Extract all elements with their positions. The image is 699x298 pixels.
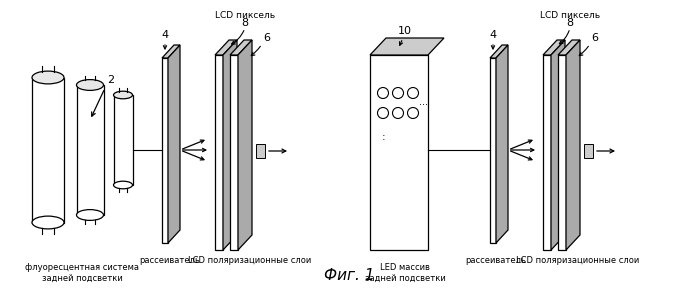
Polygon shape (113, 95, 133, 185)
Ellipse shape (32, 71, 64, 84)
Text: рассеиватель: рассеиватель (140, 256, 201, 265)
Text: рассеиватель: рассеиватель (466, 256, 526, 265)
Ellipse shape (113, 91, 133, 99)
Text: Фиг. 1: Фиг. 1 (324, 268, 374, 283)
Polygon shape (162, 58, 168, 243)
Polygon shape (223, 40, 237, 250)
Bar (256, 144, 265, 158)
Polygon shape (215, 55, 223, 250)
Polygon shape (370, 38, 444, 55)
Text: LED массив
задней подсветки: LED массив задней подсветки (365, 263, 445, 283)
Polygon shape (490, 58, 496, 243)
Text: 6: 6 (263, 33, 270, 43)
Text: 8: 8 (566, 18, 574, 28)
Polygon shape (238, 40, 252, 250)
Text: LCD пиксель: LCD пиксель (540, 11, 600, 20)
Polygon shape (230, 55, 238, 250)
Polygon shape (543, 40, 565, 55)
Text: LCD поляризационные слои: LCD поляризационные слои (517, 256, 640, 265)
Ellipse shape (32, 216, 64, 229)
Polygon shape (370, 55, 428, 250)
Polygon shape (543, 55, 551, 250)
Text: 6: 6 (591, 33, 598, 43)
Text: :: : (382, 132, 386, 142)
Text: флуоресцентная система
задней подсветки: флуоресцентная система задней подсветки (25, 263, 139, 283)
Polygon shape (32, 77, 64, 223)
Polygon shape (230, 40, 252, 55)
Ellipse shape (113, 181, 133, 189)
Polygon shape (551, 40, 565, 250)
Polygon shape (558, 40, 580, 55)
Polygon shape (162, 45, 180, 58)
Polygon shape (490, 45, 508, 58)
Text: 2: 2 (107, 75, 114, 85)
Text: 4: 4 (489, 30, 496, 40)
Ellipse shape (76, 209, 103, 221)
Polygon shape (566, 40, 580, 250)
Polygon shape (496, 45, 508, 243)
Polygon shape (168, 45, 180, 243)
Text: 8: 8 (241, 18, 249, 28)
Polygon shape (558, 55, 566, 250)
Text: LCD поляризационные слои: LCD поляризационные слои (188, 256, 312, 265)
Text: 10: 10 (398, 26, 412, 36)
Polygon shape (76, 85, 103, 215)
Ellipse shape (76, 80, 103, 90)
Bar (584, 144, 593, 158)
Polygon shape (215, 40, 237, 55)
Text: ...: ... (419, 97, 428, 107)
Text: LCD пиксель: LCD пиксель (215, 11, 275, 20)
Text: 4: 4 (161, 30, 168, 40)
